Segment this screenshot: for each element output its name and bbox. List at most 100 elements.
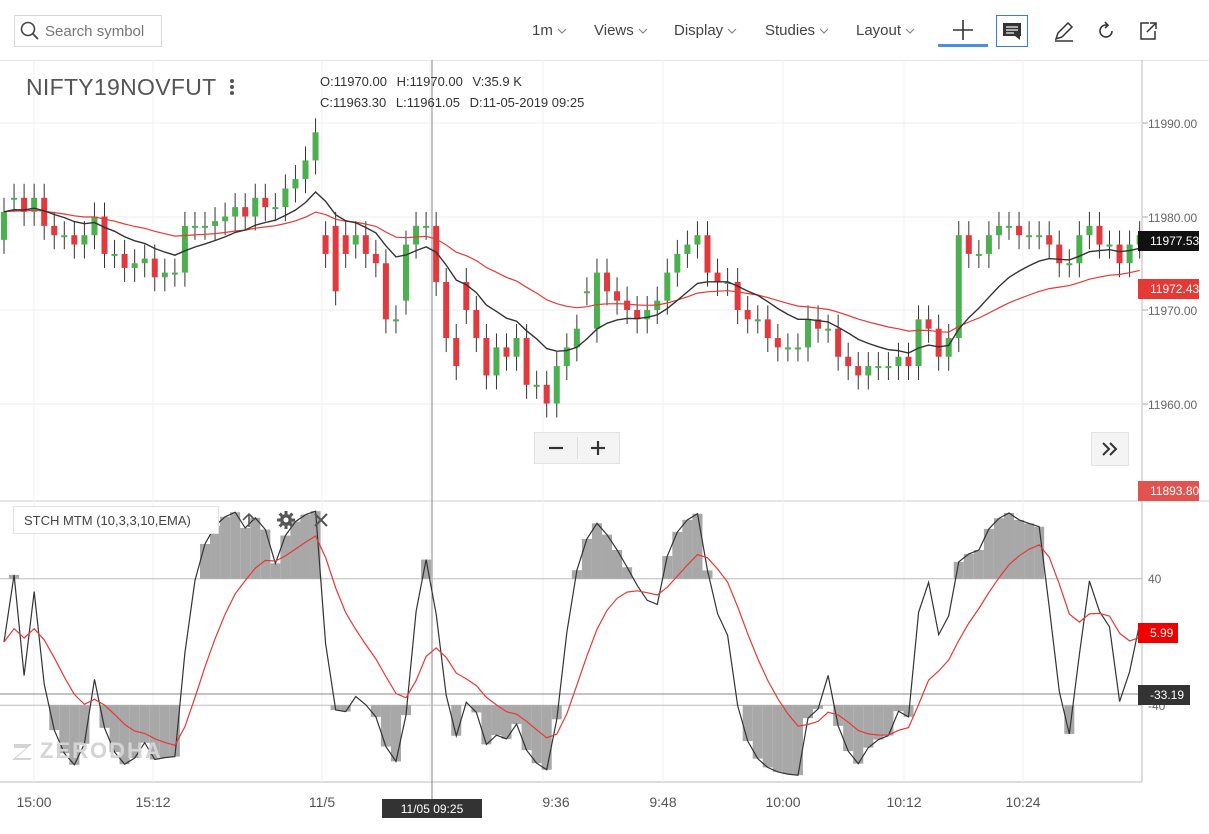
ma-price-tag: 11972.43	[1138, 279, 1200, 299]
candle	[895, 342, 902, 381]
time-tick: 10:24	[1005, 794, 1041, 810]
stoch-momentum-line	[3, 510, 1141, 776]
layout-label: Layout	[856, 22, 902, 39]
candle	[593, 258, 600, 343]
candle	[865, 352, 872, 390]
zerodha-logo-icon	[12, 744, 32, 760]
candle	[392, 305, 399, 334]
candle	[1126, 230, 1133, 278]
external-link-icon	[1140, 22, 1157, 40]
candle	[925, 305, 932, 343]
candle	[71, 221, 78, 259]
candle	[694, 221, 701, 259]
candle	[684, 230, 691, 268]
candle	[161, 258, 168, 292]
remove-study-button[interactable]	[309, 508, 333, 532]
moving-average-black-line	[3, 191, 1140, 354]
candle	[483, 324, 490, 390]
candle	[935, 314, 942, 371]
candle	[463, 267, 470, 325]
plus-icon	[591, 441, 606, 455]
layout-dropdown[interactable]: Layout	[856, 22, 915, 39]
cursor-value-tag: -33.19	[1138, 685, 1190, 705]
candle	[222, 202, 229, 236]
candle	[1036, 221, 1043, 250]
candle	[835, 314, 842, 371]
zerodha-watermark: ZERODHA	[12, 738, 163, 764]
candle	[61, 221, 68, 250]
candle	[805, 305, 811, 362]
candle	[1066, 249, 1073, 278]
price-tick: 11960.00	[1148, 398, 1198, 412]
display-dropdown[interactable]: Display	[674, 22, 737, 39]
candle	[915, 305, 922, 381]
chevron-down-icon	[819, 28, 829, 34]
candle	[141, 244, 148, 278]
candle	[1026, 221, 1033, 250]
more-options-icon[interactable]	[224, 75, 240, 99]
candle	[1006, 211, 1012, 240]
symbol-title[interactable]: NIFTY19NOVFUT	[26, 74, 217, 100]
double-chevron-right-icon	[1102, 442, 1118, 456]
chart-panel-button[interactable]	[996, 15, 1028, 47]
candle	[352, 221, 359, 259]
zoom-controls	[534, 432, 620, 464]
candle	[714, 258, 721, 296]
search-box[interactable]: Search symbol	[14, 15, 162, 47]
study-settings-button[interactable]	[274, 508, 298, 532]
pencil-icon	[1054, 21, 1074, 42]
price-tick: 11970.00	[1148, 304, 1198, 318]
zoom-in-button[interactable]	[578, 433, 620, 463]
candle	[181, 211, 188, 287]
candle	[11, 183, 18, 212]
candle	[533, 370, 540, 399]
candle	[825, 314, 832, 343]
cursor-time-label: 11/05 09:25	[382, 799, 482, 818]
candle	[131, 249, 138, 282]
gear-icon	[277, 511, 295, 529]
views-label: Views	[594, 22, 634, 39]
date-value: D:11-05-2019 09:25	[469, 95, 585, 110]
volume-value: V:35.9 K	[472, 74, 522, 89]
candle	[473, 295, 480, 353]
candle	[885, 352, 892, 381]
popout-button[interactable]	[1132, 15, 1164, 47]
studies-dropdown[interactable]: Studies	[765, 22, 829, 39]
candle	[1116, 230, 1123, 278]
candle	[704, 221, 711, 287]
candle	[985, 221, 992, 268]
candle	[503, 333, 510, 371]
move-study-up-button[interactable]	[237, 508, 261, 532]
crosshair-button[interactable]	[938, 15, 988, 47]
candle	[1096, 211, 1103, 259]
search-input[interactable]: Search symbol	[45, 22, 145, 40]
candle	[332, 211, 339, 306]
candle	[644, 295, 651, 334]
time-tick: 9:36	[542, 794, 570, 810]
price-chart[interactable]	[0, 60, 1209, 834]
candle	[744, 295, 751, 334]
chevron-down-icon	[727, 28, 737, 34]
zoom-out-button[interactable]	[535, 433, 577, 463]
draw-button[interactable]	[1048, 15, 1080, 47]
chevron-down-icon	[638, 28, 648, 34]
reset-button[interactable]	[1090, 15, 1122, 47]
candle	[322, 221, 329, 268]
time-tick: 15:12	[135, 794, 171, 810]
open-value: O:11970.00	[320, 74, 387, 89]
close-value: C:11963.30	[320, 95, 387, 110]
chevron-down-icon	[905, 28, 915, 34]
last-price-tag: 11977.53	[1138, 231, 1200, 251]
interval-dropdown[interactable]: 1m	[532, 22, 567, 39]
candle	[523, 324, 530, 399]
candle	[1106, 230, 1113, 259]
views-dropdown[interactable]: Views	[594, 22, 648, 39]
scroll-to-latest-button[interactable]	[1091, 432, 1129, 466]
candle	[272, 193, 279, 222]
comment-icon	[1003, 23, 1021, 40]
refresh-icon	[1099, 21, 1113, 38]
candle	[282, 174, 289, 222]
candle	[493, 333, 500, 390]
candle	[362, 221, 369, 268]
candle	[252, 183, 259, 231]
